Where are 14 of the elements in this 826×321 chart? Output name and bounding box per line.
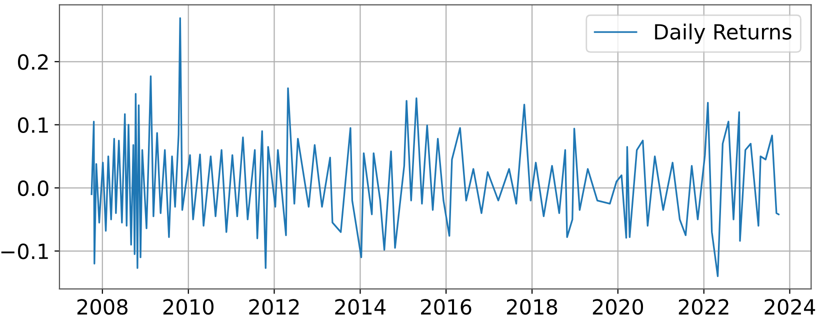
x-tick-label: 2010 [163,298,214,315]
x-tick-label: 2022 [678,298,728,315]
x-tick-label: 2020 [592,298,644,315]
y-tick-label: −0.1 [1,243,48,260]
x-tick-label: 2012 [249,298,299,315]
y-tick-label: 0.2 [18,54,48,70]
y-tick-label: 0.0 [18,180,48,196]
legend-label: Daily Returns [655,24,792,44]
x-tick-label: 2014 [335,298,386,315]
x-tick-label: 2024 [764,298,816,315]
x-tick-label: 2018 [507,298,558,315]
x-tick-label: 2008 [77,298,128,315]
x-tick-label: 2016 [421,298,472,315]
y-tick-label: 0.1 [18,117,48,133]
